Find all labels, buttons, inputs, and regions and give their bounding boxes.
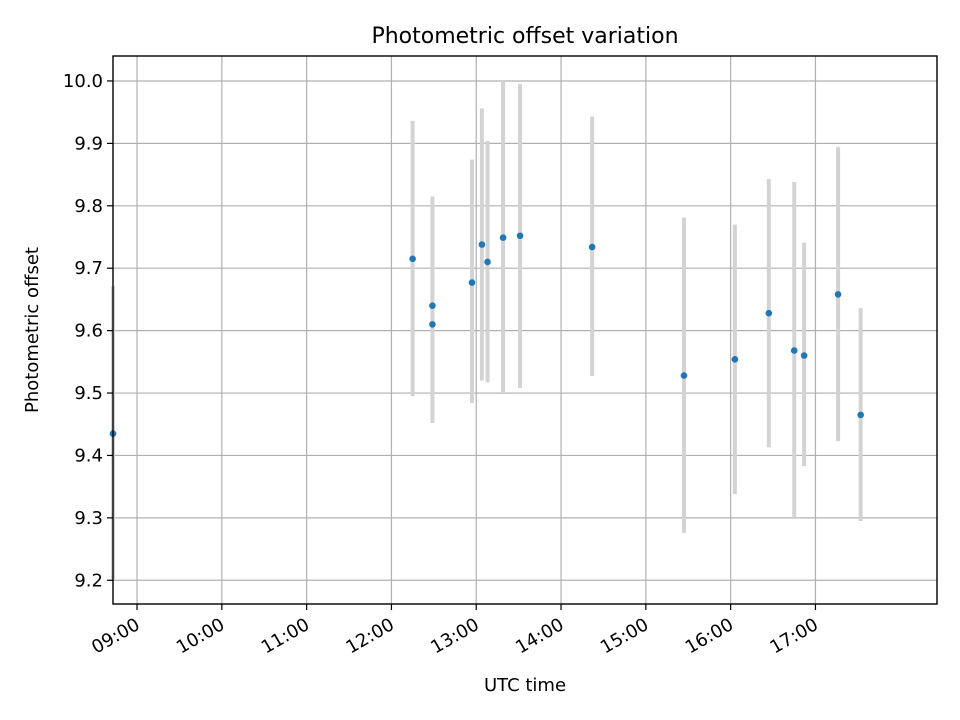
x-tick-label: 09:00 bbox=[88, 614, 143, 658]
data-point bbox=[834, 291, 842, 298]
y-tick-label: 10.0 bbox=[63, 71, 103, 92]
x-tick-label: 16:00 bbox=[682, 614, 737, 658]
y-tick-label: 9.2 bbox=[74, 570, 103, 591]
y-tick-label: 9.7 bbox=[74, 258, 103, 279]
data-point bbox=[429, 321, 436, 328]
data-point bbox=[409, 255, 416, 263]
data-points bbox=[109, 232, 864, 437]
plot-frame bbox=[112, 55, 938, 605]
data-point bbox=[680, 372, 688, 379]
data-point bbox=[790, 347, 798, 354]
y-axis-label: Photometric offset bbox=[22, 247, 43, 413]
data-point bbox=[588, 243, 596, 251]
x-tick-label: 15:00 bbox=[597, 614, 652, 658]
grid bbox=[113, 56, 937, 604]
y-axis-ticks: 9.2 9.3 9.4 9.5 9.6 9.7 9.8 9.9 10.0 bbox=[63, 71, 113, 591]
data-point bbox=[765, 309, 773, 317]
x-tick-label: 14:00 bbox=[512, 614, 567, 658]
data-point bbox=[857, 411, 864, 419]
y-tick-label: 9.9 bbox=[74, 133, 103, 154]
data-point bbox=[429, 302, 436, 309]
y-tick-label: 9.3 bbox=[74, 508, 103, 529]
y-tick-label: 9.5 bbox=[74, 383, 103, 404]
y-tick-label: 9.4 bbox=[74, 445, 103, 466]
x-axis-ticks: 09:00 10:00 11:00 12:00 13:00 14:00 15:00 16:00… bbox=[88, 604, 822, 658]
data-point bbox=[478, 241, 486, 248]
x-tick-label: 17:00 bbox=[767, 614, 822, 658]
y-tick-label: 9.8 bbox=[74, 196, 103, 217]
data-point bbox=[731, 356, 739, 363]
data-point bbox=[800, 352, 808, 359]
data-point bbox=[484, 258, 491, 266]
x-tick-label: 12:00 bbox=[343, 614, 398, 658]
data-point bbox=[516, 232, 524, 240]
data-point bbox=[468, 279, 476, 286]
x-tick-label: 11:00 bbox=[258, 614, 313, 658]
y-tick-label: 9.6 bbox=[74, 321, 103, 342]
x-tick-label: 13:00 bbox=[427, 614, 482, 658]
x-axis-label: UTC time bbox=[484, 675, 566, 696]
chart-title: Photometric offset variation bbox=[371, 24, 678, 49]
x-tick-label: 10:00 bbox=[173, 614, 228, 658]
data-point bbox=[499, 234, 507, 241]
